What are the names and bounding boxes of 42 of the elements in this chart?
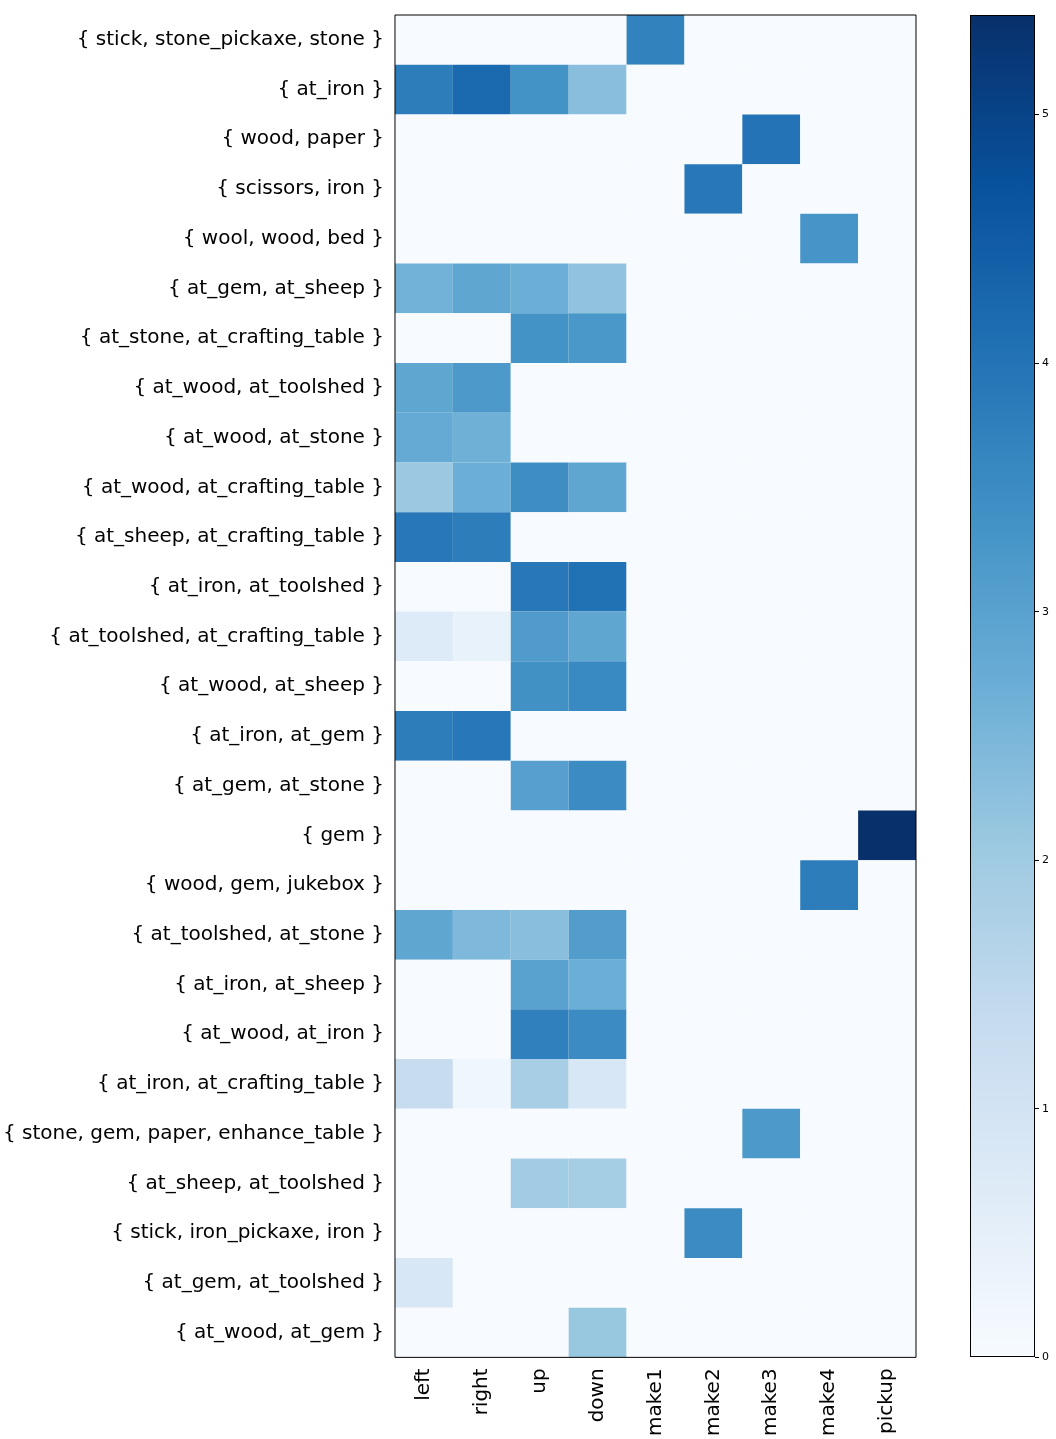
y-tick-label: { at_gem, at_sheep } <box>168 274 384 299</box>
y-tick-label: { wool, wood, bed } <box>182 224 384 249</box>
y-tick-label: { at_wood, at_stone } <box>163 423 384 448</box>
y-tick-label: { at_sheep, at_toolshed } <box>126 1169 384 1194</box>
color-bar-label: 3 <box>1042 604 1049 619</box>
y-tick-label: { stick, iron_pickaxe, iron } <box>111 1219 384 1244</box>
x-tick-label: make4 <box>815 1368 840 1436</box>
y-tick-label: { gem } <box>301 821 384 846</box>
y-tick-label: { at_wood, at_gem } <box>174 1318 384 1343</box>
x-tick-label: make3 <box>757 1368 782 1436</box>
y-tick-label: { at_wood, at_crafting_table } <box>81 473 384 498</box>
y-tick-label: { at_wood, at_sheep } <box>158 672 384 697</box>
y-tick-label: { at_toolshed, at_stone } <box>131 920 384 945</box>
x-tick-label: left <box>410 1368 435 1401</box>
color-bar-label: 4 <box>1042 356 1049 371</box>
color-bar-label: 5 <box>1042 107 1049 122</box>
y-tick-label: { wood, gem, jukebox } <box>144 871 384 896</box>
y-tick-label: { at_iron, at_toolshed } <box>148 572 384 597</box>
y-tick-label: { wood, paper } <box>221 125 384 150</box>
x-tick-label: right <box>468 1368 493 1416</box>
x-tick-label: pickup <box>873 1368 898 1434</box>
y-tick-label: { stone, gem, paper, enhance_table } <box>2 1119 384 1144</box>
y-tick-label: { at_iron, at_crafting_table } <box>97 1070 384 1095</box>
y-tick-label: { at_gem, at_toolshed } <box>142 1268 384 1293</box>
y-tick-label: { at_wood, at_iron } <box>181 1020 384 1045</box>
y-tick-label: { stick, stone_pickaxe, stone } <box>76 26 384 51</box>
y-tick-label: { at_sheep, at_crafting_table } <box>74 523 384 548</box>
color-bar-label: 2 <box>1042 853 1049 868</box>
y-tick-label: { at_iron } <box>277 75 384 100</box>
color-bar-label: 1 <box>1042 1101 1049 1116</box>
y-tick-label: { at_iron, at_gem } <box>190 722 384 747</box>
y-tick-label: { at_stone, at_crafting_table } <box>79 324 384 349</box>
color-bar-label: 0 <box>1042 1350 1049 1365</box>
y-tick-label: { scissors, iron } <box>216 175 384 200</box>
x-tick-label: up <box>525 1368 550 1394</box>
y-tick-label: { at_gem, at_stone } <box>172 771 384 796</box>
y-tick-label: { at_wood, at_toolshed } <box>133 374 384 399</box>
x-tick-label: make2 <box>699 1368 724 1436</box>
y-tick-label: { at_iron, at_sheep } <box>174 970 384 995</box>
x-tick-label: down <box>583 1368 608 1423</box>
x-tick-label: make1 <box>641 1368 666 1436</box>
y-tick-label: { at_toolshed, at_crafting_table } <box>49 622 384 647</box>
